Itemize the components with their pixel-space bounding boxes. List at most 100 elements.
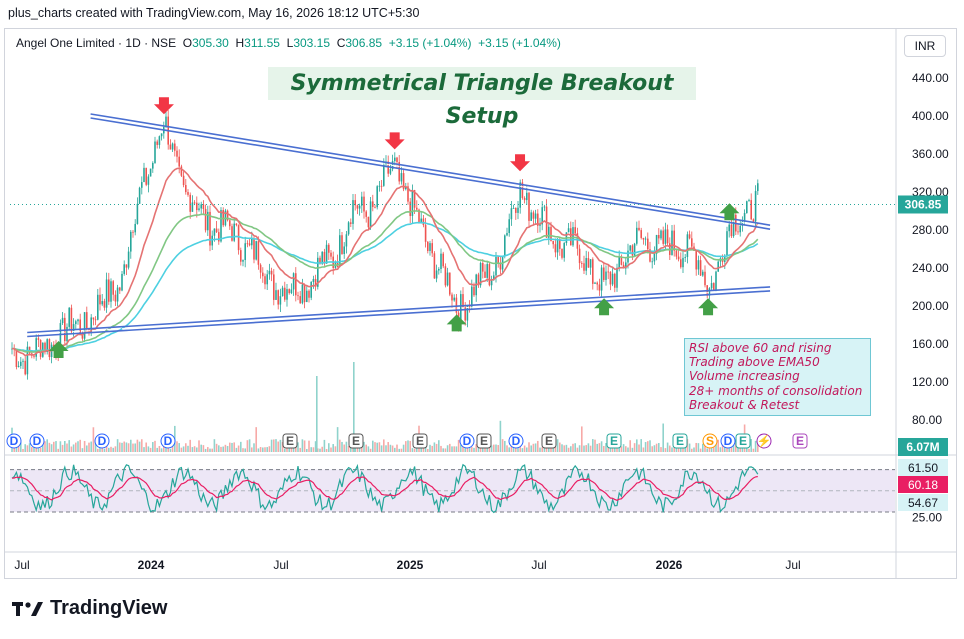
- candle-body: [530, 212, 532, 221]
- candle-body: [35, 338, 37, 357]
- volume-bar: [490, 445, 493, 452]
- volume-bar: [268, 446, 271, 452]
- candle-body: [647, 238, 649, 250]
- volume-bar: [407, 440, 409, 452]
- event-marker-label: E: [676, 434, 684, 448]
- volume-bar: [158, 445, 161, 452]
- volume-spike: [316, 376, 318, 452]
- candle-body: [691, 238, 693, 247]
- volume-bar: [488, 447, 491, 452]
- volume-bar: [376, 442, 378, 452]
- candle-body: [226, 210, 229, 221]
- candle-body: [176, 150, 178, 157]
- candle-body: [504, 235, 506, 257]
- candle-body: [708, 288, 711, 296]
- volume-bar: [374, 442, 376, 452]
- candle-body: [418, 209, 420, 224]
- candle-body: [726, 231, 728, 256]
- candle-body: [187, 192, 189, 195]
- volume-bar: [627, 447, 629, 452]
- price-tick-label: 280.00: [912, 223, 949, 237]
- candle-body: [134, 223, 136, 233]
- volume-bar: [86, 445, 88, 452]
- candle-body: [651, 261, 653, 263]
- volume-bar: [273, 439, 275, 452]
- volume-bar: [240, 441, 242, 452]
- candle-body: [684, 257, 686, 258]
- event-marker-label: D: [164, 434, 173, 448]
- candle-body: [449, 272, 451, 295]
- volume-bar: [154, 440, 156, 452]
- candle-body: [400, 173, 403, 182]
- candle-body: [180, 166, 183, 176]
- volume-bar: [660, 447, 662, 452]
- candle-body: [534, 213, 537, 219]
- candle-body: [350, 222, 352, 224]
- candle-body: [508, 219, 510, 233]
- volume-bar: [130, 439, 132, 452]
- volume-bar: [735, 443, 737, 452]
- earnings-event-icon: [672, 433, 688, 449]
- volume-bar: [585, 445, 587, 452]
- candle-body: [281, 287, 284, 297]
- candle-body: [339, 235, 341, 267]
- candle-body: [589, 259, 592, 268]
- candle-body: [387, 161, 389, 174]
- candle-body: [640, 230, 642, 238]
- volume-bar: [638, 444, 640, 452]
- volume-bar: [226, 446, 229, 452]
- volume-bar: [218, 445, 220, 452]
- candle-body: [61, 317, 64, 324]
- candle-body: [229, 220, 231, 227]
- event-marker-label: D: [512, 434, 521, 448]
- volume-bar: [616, 445, 618, 452]
- tradingview-logo[interactable]: TradingView: [12, 597, 167, 620]
- candle-body: [563, 243, 565, 258]
- symbol-name[interactable]: Angel One Limited · 1D · NSE: [16, 36, 177, 50]
- candle-body: [561, 248, 563, 258]
- volume-bar: [59, 441, 62, 452]
- volume-bar: [385, 445, 387, 452]
- candle-body: [662, 230, 664, 244]
- earnings-event-icon: [792, 433, 808, 449]
- candle-body: [746, 201, 748, 213]
- volume-bar: [677, 446, 680, 452]
- volume-bar: [622, 444, 625, 452]
- candle-body: [664, 229, 667, 244]
- candle-body: [165, 116, 167, 127]
- candle-body: [754, 191, 757, 222]
- volume-bar: [372, 440, 374, 452]
- dividend-event-icon: [508, 433, 524, 449]
- candle-body: [72, 324, 75, 332]
- volume-bar: [213, 439, 216, 452]
- volume-bar: [334, 446, 337, 452]
- volume-bar: [138, 441, 141, 452]
- volume-bar: [299, 447, 301, 452]
- volume-bar: [666, 442, 669, 452]
- candle-body: [251, 238, 253, 246]
- rsi-value-label: 60.18: [908, 478, 938, 492]
- volume-bar: [402, 444, 405, 452]
- volume-bar: [301, 439, 304, 452]
- candle-body: [739, 225, 741, 233]
- dividend-event-icon: [702, 433, 718, 449]
- volume-bar: [433, 442, 436, 452]
- volume-bar: [266, 447, 268, 452]
- volume-bar: [497, 445, 499, 452]
- event-marker-label: E: [480, 434, 488, 448]
- candle-body: [233, 223, 235, 241]
- volume-bar: [438, 440, 440, 452]
- price-tick-label: 400.00: [912, 109, 949, 123]
- candle-body: [248, 243, 251, 246]
- event-marker-label: S: [706, 434, 714, 448]
- candle-body: [354, 200, 356, 206]
- candle-body: [143, 167, 145, 183]
- candle-body: [314, 278, 317, 287]
- volume-bar: [572, 443, 574, 452]
- high-label: H: [235, 36, 245, 50]
- currency-button[interactable]: INR: [904, 35, 946, 57]
- volume-bar: [141, 439, 143, 452]
- volume-bar: [262, 447, 264, 452]
- candle-body: [81, 334, 84, 339]
- rsi-value-badge: [898, 459, 948, 476]
